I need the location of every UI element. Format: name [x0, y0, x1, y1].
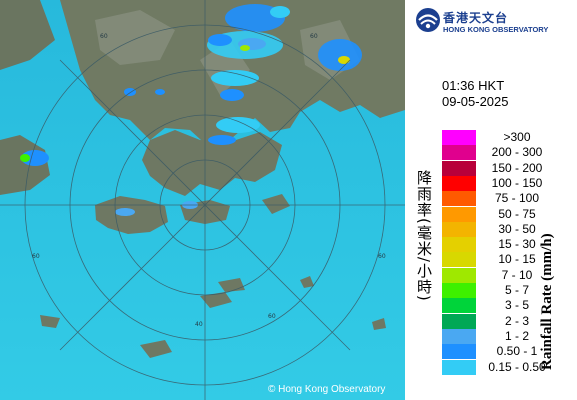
island-7 [372, 318, 386, 330]
west-coast [0, 135, 50, 195]
legend-swatch [442, 252, 476, 268]
island-2 [200, 292, 232, 308]
hko-logo-icon [416, 8, 440, 32]
range-label: 60 [310, 33, 318, 40]
legend-label: 100 - 150 [491, 175, 543, 190]
mainland-west [0, 0, 55, 70]
legend-swatch [442, 344, 476, 360]
island-1 [262, 194, 290, 214]
legend-swatch [442, 328, 476, 344]
date-text: 09-05-2025 [442, 94, 509, 109]
legend-label: 0.50 - 1 [496, 344, 538, 359]
legend-swatch [442, 160, 476, 176]
legend-label: 200 - 300 [491, 145, 543, 160]
legend-label: >300 [503, 130, 531, 144]
range-labels: 60 60 60 60 60 40 [32, 33, 386, 328]
legend-swatch [442, 298, 476, 314]
new-territories [142, 130, 282, 196]
org-name-en: HONG KONG OBSERVATORY [443, 25, 549, 34]
island-4 [40, 315, 60, 328]
range-label: 60 [268, 313, 276, 320]
legend-swatch [442, 283, 476, 298]
legend-swatch [442, 145, 476, 161]
rain-echoes [20, 4, 362, 216]
legend-label: 150 - 200 [491, 160, 543, 175]
legend-label: 15 - 30 [498, 237, 536, 252]
org-name-zh: 香港天文台 [443, 11, 509, 25]
radar-map: 60 60 60 60 60 40 © Hong Kong Observator… [0, 0, 405, 400]
time-text: 01:36 HKT [442, 78, 505, 93]
timestamp: 01:36 HKT 09-05-2025 [442, 78, 509, 110]
legend-swatch [442, 359, 476, 375]
hko-logo: 香港天文台 HONG KONG OBSERVATORY [415, 7, 575, 35]
range-rings [0, 0, 405, 400]
legend-swatch [442, 237, 476, 253]
legend-title-en: Rainfall Rate (mm/h) [539, 233, 555, 370]
legend-label: 2 - 3 [504, 313, 529, 328]
legend-swatch [442, 221, 476, 237]
legend-label: 7 - 10 [501, 267, 533, 282]
island-6 [300, 276, 314, 288]
island-5 [140, 340, 172, 358]
legend-title-zh: 降雨率(毫米/小時) [415, 170, 433, 302]
legend-swatch [442, 313, 476, 329]
legend-swatch [442, 175, 476, 191]
range-label: 60 [32, 253, 40, 260]
legend-swatch [442, 267, 476, 283]
legend-label: 30 - 50 [498, 221, 536, 236]
legend-label: 50 - 75 [498, 206, 536, 221]
radar-map-canvas: 60 60 60 60 60 40 [0, 0, 405, 400]
range-label: 40 [195, 321, 203, 328]
legend-label: 3 - 5 [504, 298, 529, 313]
legend-swatch [442, 130, 476, 145]
legend-label: 5 - 7 [504, 283, 529, 297]
range-label: 60 [378, 253, 386, 260]
legend-label: 0.15 - 0.50 [488, 359, 546, 374]
legend-label: 10 - 15 [498, 252, 536, 267]
legend-panel: 香港天文台 HONG KONG OBSERVATORY 01:36 HKT 09… [405, 0, 577, 400]
legend-label: 1 - 2 [504, 328, 529, 343]
range-label: 60 [100, 33, 108, 40]
legend-swatch [442, 206, 476, 222]
copyright-notice: © Hong Kong Observatory [268, 384, 386, 395]
legend-label: 75 - 100 [494, 191, 540, 206]
legend-swatch [442, 191, 476, 207]
